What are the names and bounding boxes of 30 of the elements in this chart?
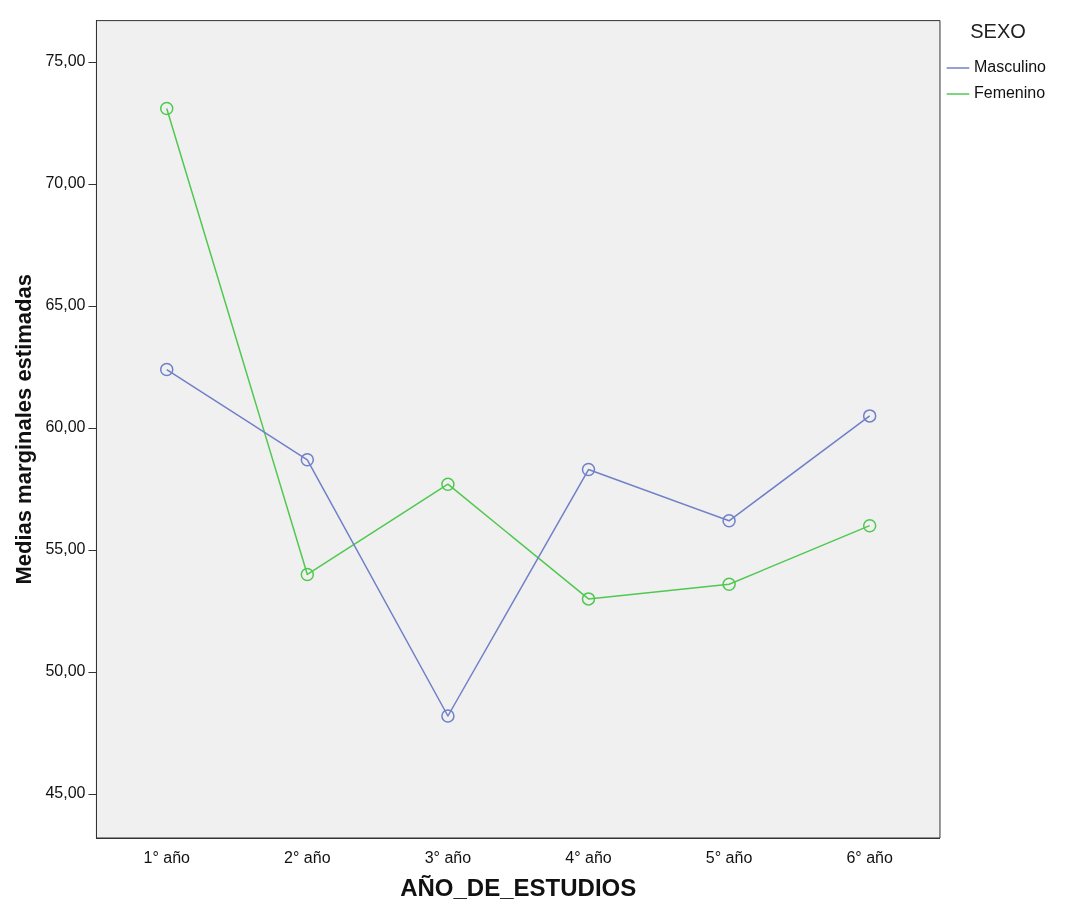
- x-tick-label: 6° año: [846, 849, 893, 867]
- point: [441, 477, 455, 491]
- point: [862, 518, 877, 533]
- point: [862, 409, 877, 423]
- y-tick-label: 55,00: [45, 540, 86, 558]
- x-axis-title: AÑO_DE_ESTUDIOS: [400, 874, 637, 902]
- point: [159, 362, 174, 377]
- x-tick-label: 1° año: [143, 849, 191, 867]
- point: [159, 101, 174, 116]
- legend-label: Femenino: [973, 84, 1046, 102]
- point: [300, 567, 315, 582]
- y-tick-label: 75,00: [45, 52, 86, 70]
- x-tick-label: 4° año: [565, 849, 612, 867]
- point: [722, 577, 736, 591]
- point: [441, 709, 455, 723]
- y-tick-label: 50,00: [45, 662, 86, 680]
- x-tick-label: 3° año: [424, 849, 472, 867]
- x-tick-label: 5° año: [705, 849, 753, 867]
- y-tick-label: 65,00: [45, 296, 86, 314]
- point: [722, 514, 736, 528]
- legend-title: SEXO: [970, 19, 1026, 42]
- point: [581, 462, 596, 477]
- x-tick-label: 2° año: [284, 849, 331, 867]
- legend-label: Masculino: [973, 58, 1047, 76]
- y-tick-label: 45,00: [45, 784, 86, 802]
- y-tick-label: 60,00: [45, 418, 86, 436]
- point: [581, 592, 596, 606]
- point: [300, 453, 315, 467]
- y-tick-label: 70,00: [45, 174, 86, 192]
- y-axis-title: Medias marginales estimadas: [11, 274, 37, 585]
